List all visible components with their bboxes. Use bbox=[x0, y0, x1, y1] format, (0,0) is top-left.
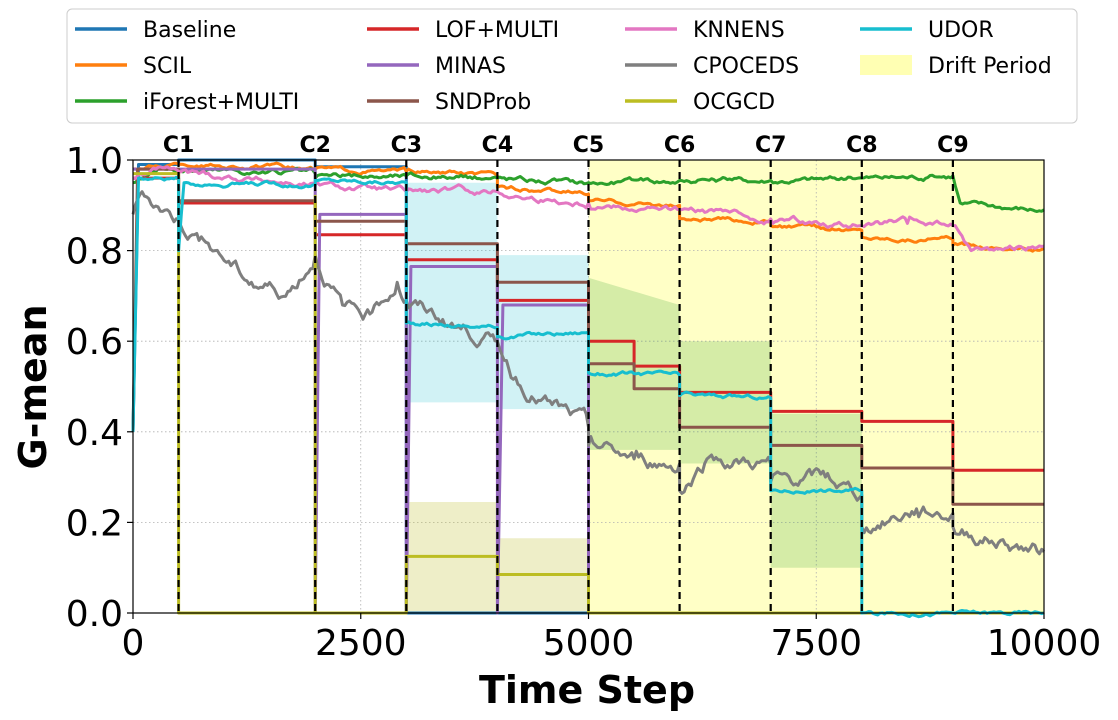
legend-label-minas: MINAS bbox=[435, 54, 506, 79]
drift-marker-label: C6 bbox=[664, 133, 695, 158]
std-band-2 bbox=[588, 277, 862, 568]
drift-marker-label: C9 bbox=[937, 133, 968, 158]
y-tick-label: 0.0 bbox=[66, 594, 123, 635]
legend: Baseline SCIL iForest+MULTI LOF+MULTI MINAS S… bbox=[66, 8, 1078, 124]
x-axis-label: Time Step bbox=[479, 668, 695, 712]
drift-marker-label: C8 bbox=[846, 133, 877, 158]
legend-label-drift-period: Drift Period bbox=[928, 54, 1052, 79]
legend-label-scil: SCIL bbox=[143, 54, 192, 79]
series-line-scil bbox=[132, 161, 1045, 253]
drift-marker-label: C5 bbox=[573, 133, 604, 158]
legend-label-sndprob: SNDProb bbox=[435, 90, 531, 115]
drift-marker-label: C4 bbox=[482, 133, 513, 158]
y-axis-label: G-mean bbox=[11, 304, 55, 469]
y-tick-label: 0.8 bbox=[66, 232, 123, 273]
drift-marker-label: C1 bbox=[163, 133, 194, 158]
legend-label-ocgcd: OCGCD bbox=[693, 90, 775, 115]
legend-label-udor: UDOR bbox=[928, 18, 994, 43]
drift-markers: C1 C2 C3 C4 C5 C6 C7 C8 C9 bbox=[163, 133, 969, 613]
legend-label-knnens: KNNENS bbox=[693, 18, 785, 43]
drift-marker-label: C2 bbox=[299, 133, 330, 158]
drift-marker-label: C3 bbox=[391, 133, 422, 158]
y-tick-label: 1.0 bbox=[66, 141, 123, 182]
x-tick-label: 10000 bbox=[987, 623, 1102, 664]
series-line-iforest-multi bbox=[132, 165, 1045, 213]
x-tick-label: 0 bbox=[122, 623, 145, 664]
legend-swatch-drift-period bbox=[860, 55, 912, 75]
y-tick-label: 0.4 bbox=[66, 413, 123, 454]
legend-label-iforest-multi: iForest+MULTI bbox=[143, 90, 299, 115]
series-line-cpoceds bbox=[131, 190, 1046, 556]
y-ticks: 0.0 0.2 0.4 0.6 0.8 1.0 bbox=[66, 141, 133, 635]
x-ticks: 0 2500 5000 7500 10000 bbox=[122, 613, 1102, 664]
x-tick-label: 2500 bbox=[315, 623, 407, 664]
legend-label-baseline: Baseline bbox=[143, 18, 236, 43]
x-tick-label: 7500 bbox=[770, 623, 862, 664]
legend-label-lof-multi: LOF+MULTI bbox=[435, 18, 559, 43]
y-tick-label: 0.2 bbox=[66, 503, 123, 544]
legend-label-cpoceds: CPOCEDS bbox=[693, 54, 799, 79]
y-tick-label: 0.6 bbox=[66, 322, 123, 363]
x-tick-label: 5000 bbox=[543, 623, 635, 664]
drift-marker-label: C7 bbox=[755, 133, 786, 158]
